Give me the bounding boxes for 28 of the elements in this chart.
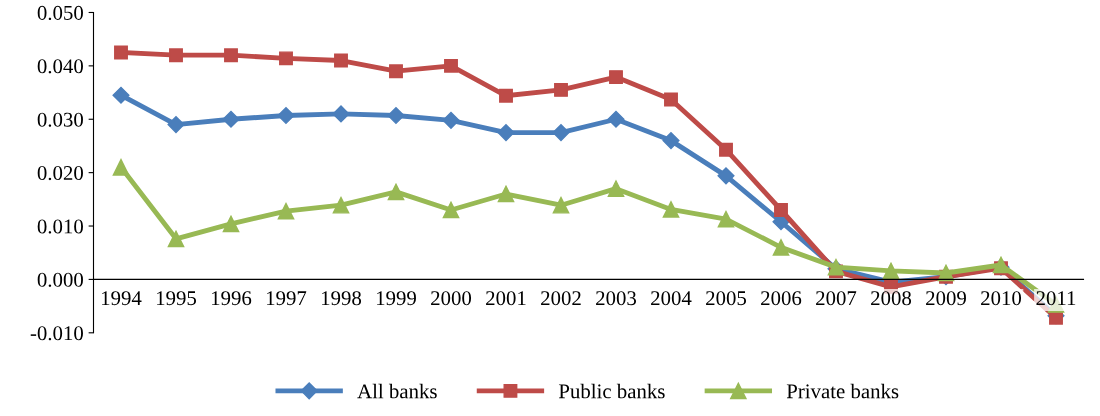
x-tick-label: 1997 [267,291,307,306]
y-tick-label: 0.050 [37,5,83,20]
x-tick-label: 2006 [761,291,802,306]
x-tick-label: 1995 [157,291,197,306]
x-tick-label: 2004 [651,291,692,306]
x-tick-label: 2002 [541,291,581,306]
x-tick-label: 2000 [431,291,472,306]
legend-label: Private banks [786,383,899,399]
y-tick-label: 0.030 [37,112,83,127]
x-tick-label: 2005 [706,291,747,306]
y-tick-label: -0.010 [30,326,83,341]
legend-label: Public banks [558,383,665,399]
x-tick-label: 2008 [871,291,912,306]
y-tick-label: 0.020 [37,166,83,181]
y-tick-label: 0.010 [37,219,83,234]
x-tick-label: 1996 [212,291,252,306]
legend-label: All banks [357,383,437,399]
x-tick-label: 2001 [486,291,526,306]
x-tick-label: 2011 [1036,291,1076,306]
x-tick-label: 1998 [322,291,362,306]
y-tick-label: 0.000 [37,272,83,287]
x-tick-label: 2003 [596,291,637,306]
y-tick-label: 0.040 [37,59,83,74]
x-tick-label: 1994 [102,291,142,306]
x-tick-label: 1999 [377,291,416,306]
x-tick-label: 2010 [981,291,1022,306]
x-tick-label: 2009 [926,291,966,306]
x-tick-label: 2007 [816,291,857,306]
